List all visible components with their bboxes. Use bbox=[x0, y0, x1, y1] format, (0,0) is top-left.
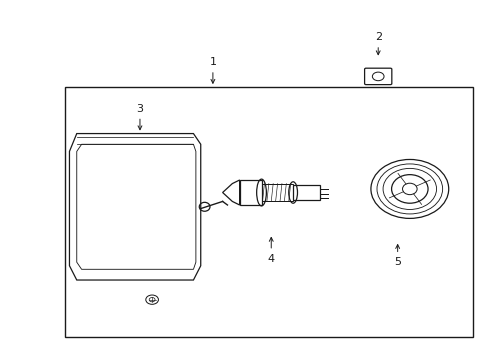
Text: 4: 4 bbox=[267, 238, 274, 264]
Text: 2: 2 bbox=[374, 32, 381, 55]
Text: 3: 3 bbox=[136, 104, 143, 130]
Bar bbox=[64, 87, 472, 337]
Text: 5: 5 bbox=[393, 244, 400, 267]
Text: 1: 1 bbox=[209, 57, 216, 83]
